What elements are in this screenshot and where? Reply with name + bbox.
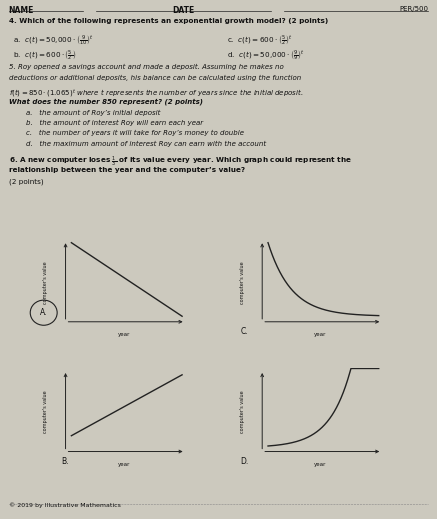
Text: b.   the amount of interest Roy will earn each year: b. the amount of interest Roy will earn … (26, 120, 203, 126)
Text: B.: B. (61, 457, 69, 466)
Text: d.   the maximum amount of interest Roy can earn with the account: d. the maximum amount of interest Roy ca… (26, 141, 266, 147)
Text: D.: D. (240, 457, 249, 466)
Text: 5. Roy opened a savings account and made a deposit. Assuming he makes no: 5. Roy opened a savings account and made… (9, 64, 284, 70)
Text: computer's value: computer's value (240, 391, 245, 433)
Text: A.: A. (40, 308, 48, 317)
Text: a.   the amount of Roy’s initial deposit: a. the amount of Roy’s initial deposit (26, 110, 160, 116)
Text: b.  $c(t) = 600 \cdot \left(\frac{5}{2}\right)$: b. $c(t) = 600 \cdot \left(\frac{5}{2}\r… (13, 48, 76, 62)
Text: d.  $c(t) = 50{,}000 \cdot \left(\frac{9}{9}\right)^t$: d. $c(t) = 50{,}000 \cdot \left(\frac{9}… (227, 48, 305, 62)
Text: C.: C. (240, 327, 248, 336)
Text: a.  $c(t) = 50{,}000 \cdot \left(\frac{9}{10}\right)^t$: a. $c(t) = 50{,}000 \cdot \left(\frac{9}… (13, 33, 94, 47)
Text: © 2019 by Illustrative Mathematics: © 2019 by Illustrative Mathematics (9, 502, 121, 508)
Text: (2 points): (2 points) (9, 178, 43, 185)
Text: year: year (314, 462, 326, 467)
Text: year: year (314, 332, 326, 337)
Text: year: year (118, 332, 130, 337)
Text: DATE: DATE (173, 6, 194, 15)
Text: c.   the number of years it will take for Roy’s money to double: c. the number of years it will take for … (26, 130, 244, 136)
Text: year: year (118, 462, 130, 467)
Text: 6. A new computer loses $\frac{1}{3}$ of its value every year. Which graph could: 6. A new computer loses $\frac{1}{3}$ of… (9, 155, 352, 169)
Text: relationship between the year and the computer’s value?: relationship between the year and the co… (9, 167, 245, 173)
Text: NAME: NAME (9, 6, 34, 15)
Text: deductions or additional deposits, his balance can be calculated using the funct: deductions or additional deposits, his b… (9, 75, 301, 81)
Text: computer's value: computer's value (240, 261, 245, 304)
Text: What does the number 850 represent? (2 points): What does the number 850 represent? (2 p… (9, 98, 203, 105)
Text: computer's value: computer's value (43, 261, 48, 304)
Text: c.  $c(t) = 600 \cdot \left(\frac{5}{2}\right)^t$: c. $c(t) = 600 \cdot \left(\frac{5}{2}\r… (227, 33, 293, 47)
Text: PER/500: PER/500 (399, 6, 428, 12)
Text: $f(t) = 850 \cdot (1.065)^t$ where $t$ represents the number of years since the : $f(t) = 850 \cdot (1.065)^t$ where $t$ r… (9, 87, 303, 99)
Text: computer's value: computer's value (43, 391, 48, 433)
Text: 4. Which of the following represents an exponential growth model? (2 points): 4. Which of the following represents an … (9, 18, 328, 24)
